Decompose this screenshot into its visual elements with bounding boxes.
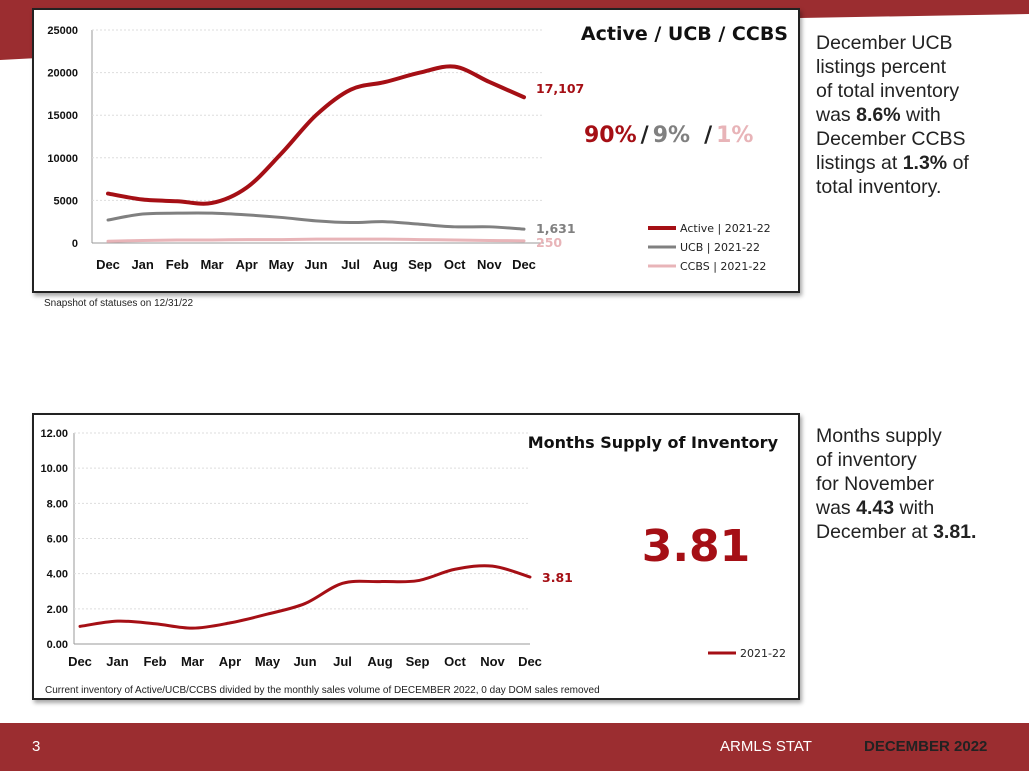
footer-month-label: DECEMBER 2022 [864, 738, 988, 755]
methodology-caption: Current inventory of Active/UCB/CCBS div… [45, 685, 600, 696]
x-tick-label: Oct [444, 654, 466, 669]
share-label-0: 90% [584, 123, 637, 148]
x-tick-label: Dec [518, 654, 542, 669]
y-tick-label: 0 [72, 238, 78, 250]
months-supply-summary-text: Months supply of inventory for November … [816, 425, 977, 543]
y-tick-label: 4.00 [47, 569, 68, 581]
x-tick-label: Jan [131, 257, 153, 272]
series-line-active [78, 564, 532, 630]
x-tick-label: Aug [367, 654, 392, 669]
chart-title: Active / UCB / CCBS [581, 23, 788, 45]
y-tick-label: 10.00 [40, 463, 68, 475]
share-label-3: / [704, 123, 713, 148]
y-tick-label: 6.00 [47, 534, 68, 546]
x-tick-label: Oct [444, 257, 466, 272]
months-supply-chart: 0.00 2.00 4.00 6.00 8.00 10.00 12.00 Dec Jan Feb M… [40, 428, 786, 696]
x-tick-label: Jul [341, 257, 360, 272]
active-ucb-ccbs-chart-panel: 0 5000 10000 15000 20000 25000 Dec Jan Feb Mar Apr… [32, 8, 800, 293]
x-tick-label: May [255, 654, 281, 669]
x-tick-label: Feb [143, 654, 166, 669]
footer-bar: 3 ARMLS STAT DECEMBER 2022 [0, 723, 1029, 771]
legend-label: 2021-22 [740, 647, 786, 660]
x-tick-label: Dec [68, 654, 92, 669]
x-tick-label: Jun [293, 654, 316, 669]
share-percentages: 90%/9%/1% [584, 123, 753, 148]
x-tick-label: Dec [512, 257, 536, 272]
legend-label: UCB | 2021-22 [680, 241, 760, 254]
end-value-label: 17,107 [536, 81, 584, 96]
snapshot-caption: Snapshot of statuses on 12/31/22 [44, 298, 193, 309]
x-tick-label: Feb [166, 257, 189, 272]
x-tick-label: Apr [219, 654, 241, 669]
months-supply-chart-panel: 0.00 2.00 4.00 6.00 8.00 10.00 12.00 Dec Jan Feb M… [32, 413, 800, 700]
x-tick-label: Aug [373, 257, 398, 272]
x-tick-label: Mar [200, 257, 223, 272]
big-value-label: 3.81 [642, 521, 751, 572]
page-number: 3 [32, 738, 41, 755]
x-tick-label: May [269, 257, 295, 272]
legend-label: CCBS | 2021-22 [680, 260, 766, 273]
y-tick-label: 12.00 [40, 428, 68, 440]
x-tick-label: Sep [408, 257, 432, 272]
end-value-label: 1,631 [536, 221, 576, 236]
end-value-label: 3.81 [542, 570, 573, 585]
y-tick-label: 8.00 [47, 498, 68, 510]
series-line-ucb [106, 211, 526, 231]
share-label-4: 1% [716, 123, 753, 148]
x-tick-label: Nov [480, 654, 505, 669]
x-tick-label: Jul [333, 654, 352, 669]
x-tick-label: Jun [304, 257, 327, 272]
x-tick-label: Nov [477, 257, 502, 272]
chart-title: Months Supply of Inventory [528, 433, 779, 452]
x-tick-label: Jan [106, 654, 128, 669]
y-tick-label: 10000 [47, 153, 78, 165]
footer-stat-label: ARMLS STAT [720, 738, 812, 755]
ucb-ccbs-summary-text: December UCB listings percent of total i… [816, 32, 969, 198]
y-tick-label: 5000 [54, 195, 78, 207]
x-tick-label: Apr [235, 257, 257, 272]
legend-label: Active | 2021-22 [680, 222, 771, 235]
active-ucb-ccbs-chart: 0 5000 10000 15000 20000 25000 Dec Jan Feb Mar Apr… [47, 23, 788, 273]
y-tick-label: 2.00 [47, 604, 68, 616]
series-line-ccbs [106, 237, 526, 243]
x-tick-label: Sep [406, 654, 430, 669]
y-tick-label: 25000 [47, 25, 78, 37]
series-line-active [106, 64, 526, 206]
x-tick-label: Mar [181, 654, 204, 669]
x-tick-label: Dec [96, 257, 120, 272]
y-tick-label: 0.00 [47, 639, 68, 651]
end-value-label: 250 [536, 235, 562, 250]
y-tick-label: 20000 [47, 68, 78, 80]
share-label-1: / [641, 123, 650, 148]
share-label-2: 9% [653, 123, 690, 148]
y-tick-label: 15000 [47, 110, 78, 122]
